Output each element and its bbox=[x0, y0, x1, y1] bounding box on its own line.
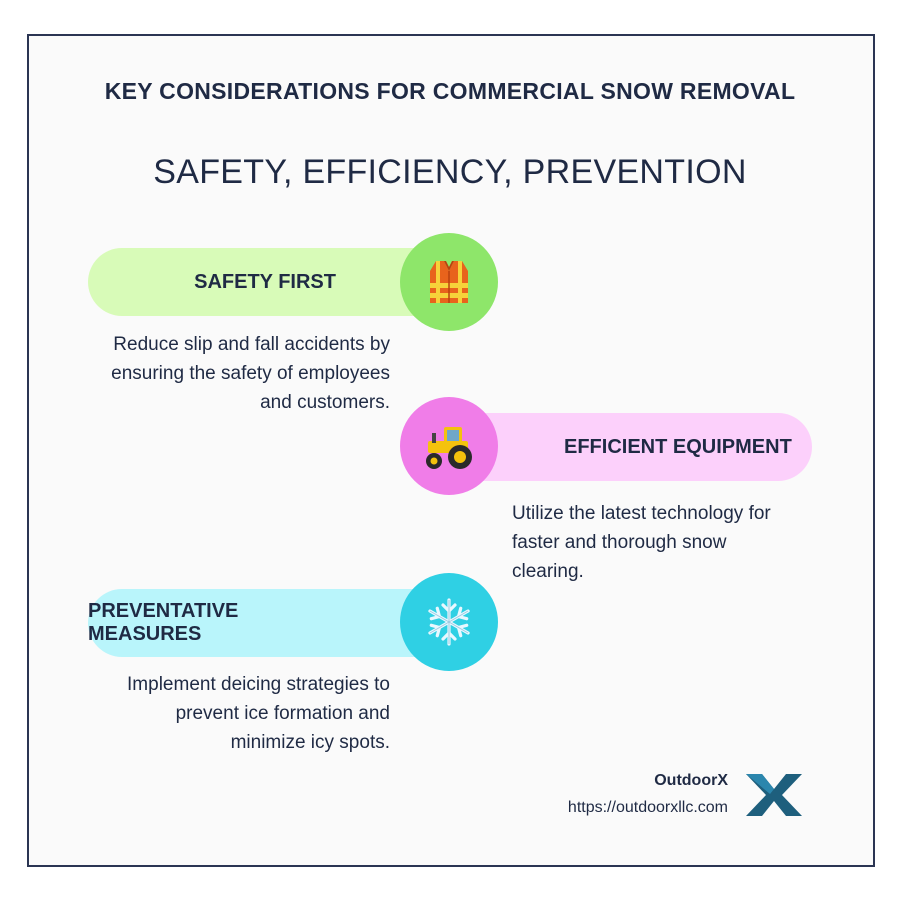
brand-url[interactable]: https://outdoorxllc.com bbox=[567, 799, 728, 816]
safety-first-circle bbox=[400, 233, 498, 331]
page-subtitle: SAFETY, EFFICIENCY, PREVENTION bbox=[153, 153, 747, 191]
safety-vest-icon bbox=[430, 261, 468, 303]
preventative-measures-pill: PREVENTATIVE MEASURES bbox=[88, 589, 448, 657]
snowflake-icon bbox=[428, 598, 470, 646]
preventative-measures-circle bbox=[400, 573, 498, 671]
efficient-equipment-pill: EFFICIENT EQUIPMENT bbox=[450, 413, 812, 481]
efficient-equipment-heading: EFFICIENT EQUIPMENT bbox=[564, 435, 792, 458]
safety-first-pill: SAFETY FIRST bbox=[88, 248, 448, 316]
brand-name: OutdoorX bbox=[654, 772, 728, 789]
safety-first-description: Reduce slip and fall accidents by ensuri… bbox=[111, 334, 390, 413]
efficient-equipment-circle bbox=[400, 397, 498, 495]
preventative-measures-heading: PREVENTATIVE MEASURES bbox=[88, 600, 239, 645]
tractor-icon bbox=[426, 427, 472, 469]
safety-first-heading: SAFETY FIRST bbox=[194, 270, 336, 293]
page-title: KEY CONSIDERATIONS FOR COMMERCIAL SNOW R… bbox=[104, 78, 796, 104]
outdoorx-logo-icon bbox=[746, 774, 802, 816]
efficient-equipment-description: Utilize the latest technology for faster… bbox=[512, 503, 771, 582]
preventative-measures-description: Implement deicing strategies to prevent … bbox=[127, 674, 390, 753]
